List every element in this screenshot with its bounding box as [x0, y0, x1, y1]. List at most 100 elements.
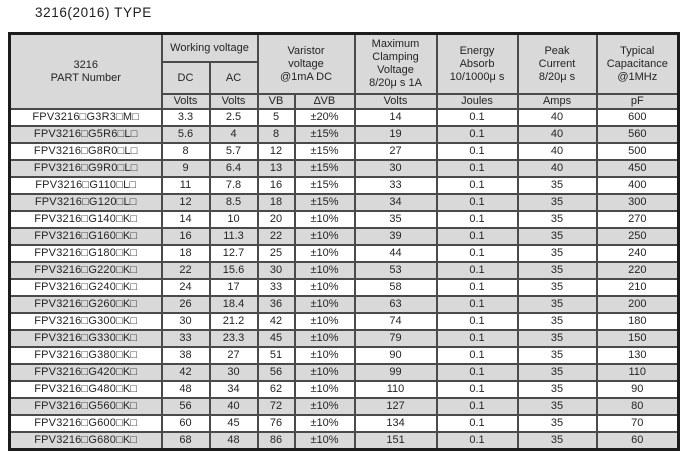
- cell-capacitance-pf: 180: [595, 312, 680, 331]
- table-row: FPV3216□G9R0□L□ 9 6.4 13 ±15% 30 0.1 40 450: [8, 159, 680, 178]
- cell-part-number: FPV3216□G420□K□: [8, 363, 163, 382]
- cell-energy-joules: 0.1: [435, 329, 519, 348]
- cell-energy-joules: 0.1: [435, 397, 519, 416]
- cell-ac-volts: 8.5: [208, 193, 259, 212]
- cell-clamping-volts: 35: [353, 210, 438, 229]
- cell-peak-amps: 40: [516, 108, 598, 127]
- cell-vb: 33: [256, 278, 296, 297]
- cell-dc-volts: 68: [160, 431, 211, 451]
- cell-capacitance-pf: 450: [595, 159, 680, 178]
- cell-ac-volts: 48: [208, 431, 259, 451]
- cell-capacitance-pf: 240: [595, 244, 680, 263]
- cell-capacitance-pf: 500: [595, 142, 680, 161]
- table-row: FPV3216□G240□K□ 24 17 33 ±10% 58 0.1 35 210: [8, 278, 680, 297]
- cell-ac-volts: 6.4: [208, 159, 259, 178]
- cell-clamping-volts: 33: [353, 176, 438, 195]
- cell-energy-joules: 0.1: [435, 295, 519, 314]
- cell-peak-amps: 35: [516, 244, 598, 263]
- cell-ac-volts: 21.2: [208, 312, 259, 331]
- cell-dc-volts: 5.6: [160, 125, 211, 144]
- cell-part-number: FPV3216□G600□K□: [8, 414, 163, 433]
- unit-ac-volts: Volts: [208, 93, 259, 110]
- cell-part-number: FPV3216□G260□K□: [8, 295, 163, 314]
- cell-delta-vb: ±10%: [293, 380, 356, 399]
- cell-peak-amps: 35: [516, 261, 598, 280]
- header-working-voltage: Working voltage: [160, 32, 259, 63]
- cell-dc-volts: 33: [160, 329, 211, 348]
- table-row: FPV3216□G560□K□ 56 40 72 ±10% 127 0.1 35 80: [8, 397, 680, 416]
- cell-delta-vb: ±10%: [293, 227, 356, 246]
- cell-dc-volts: 30: [160, 312, 211, 331]
- cell-peak-amps: 35: [516, 363, 598, 382]
- cell-energy-joules: 0.1: [435, 312, 519, 331]
- unit-pf: pF: [595, 93, 680, 110]
- cell-peak-amps: 35: [516, 329, 598, 348]
- cell-delta-vb: ±15%: [293, 193, 356, 212]
- header-row-units: Volts Volts VB ∆VB Volts Joules Amps pF: [10, 93, 680, 110]
- cell-delta-vb: ±10%: [293, 346, 356, 365]
- cell-part-number: FPV3216□G560□K□: [8, 397, 163, 416]
- table-row: FPV3216□G120□L□ 12 8.5 18 ±15% 34 0.1 35 300: [8, 193, 680, 212]
- cell-capacitance-pf: 220: [595, 261, 680, 280]
- cell-delta-vb: ±10%: [293, 210, 356, 229]
- cell-energy-joules: 0.1: [435, 193, 519, 212]
- cell-clamping-volts: 53: [353, 261, 438, 280]
- cell-vb: 12: [256, 142, 296, 161]
- cell-delta-vb: ±10%: [293, 244, 356, 263]
- cell-clamping-volts: 63: [353, 295, 438, 314]
- cell-clamping-volts: 39: [353, 227, 438, 246]
- cell-ac-volts: 10: [208, 210, 259, 229]
- cell-ac-volts: 4: [208, 125, 259, 144]
- cell-dc-volts: 38: [160, 346, 211, 365]
- cell-part-number: FPV3216□G8R0□L□: [8, 142, 163, 161]
- cell-dc-volts: 8: [160, 142, 211, 161]
- cell-dc-volts: 3.3: [160, 108, 211, 127]
- cell-ac-volts: 18.4: [208, 295, 259, 314]
- cell-peak-amps: 35: [516, 312, 598, 331]
- table-row: FPV3216□G140□K□ 14 10 20 ±10% 35 0.1 35 270: [8, 210, 680, 229]
- cell-clamping-volts: 134: [353, 414, 438, 433]
- cell-vb: 5: [256, 108, 296, 127]
- cell-capacitance-pf: 300: [595, 193, 680, 212]
- cell-clamping-volts: 19: [353, 125, 438, 144]
- header-energy-absorb: Energy Absorb 10/1000μ s: [435, 32, 519, 95]
- cell-delta-vb: ±20%: [293, 108, 356, 127]
- table-row: FPV3216□G600□K□ 60 45 76 ±10% 134 0.1 35 70: [8, 414, 680, 433]
- table-row: FPV3216□G160□K□ 16 11.3 22 ±10% 39 0.1 35 250: [8, 227, 680, 246]
- cell-dc-volts: 22: [160, 261, 211, 280]
- cell-energy-joules: 0.1: [435, 159, 519, 178]
- cell-peak-amps: 35: [516, 176, 598, 195]
- cell-energy-joules: 0.1: [435, 227, 519, 246]
- header-dc: DC: [160, 61, 211, 95]
- cell-energy-joules: 0.1: [435, 125, 519, 144]
- cell-ac-volts: 30: [208, 363, 259, 382]
- cell-dc-volts: 12: [160, 193, 211, 212]
- cell-clamping-volts: 79: [353, 329, 438, 348]
- cell-dc-volts: 18: [160, 244, 211, 263]
- cell-peak-amps: 40: [516, 159, 598, 178]
- cell-peak-amps: 35: [516, 397, 598, 416]
- table-header: 3216 PART Number Working voltage Varisto…: [8, 32, 680, 110]
- table-row: FPV3216□G680□K□ 68 48 86 ±10% 151 0.1 35 60: [8, 431, 680, 451]
- cell-peak-amps: 35: [516, 193, 598, 212]
- unit-clamping-volts: Volts: [353, 93, 438, 110]
- cell-vb: 30: [256, 261, 296, 280]
- cell-energy-joules: 0.1: [435, 431, 519, 451]
- page-title: 3216(2016) TYPE: [35, 5, 152, 20]
- cell-clamping-volts: 151: [353, 431, 438, 451]
- cell-ac-volts: 12.7: [208, 244, 259, 263]
- cell-energy-joules: 0.1: [435, 142, 519, 161]
- cell-vb: 76: [256, 414, 296, 433]
- cell-part-number: FPV3216□G330□K□: [8, 329, 163, 348]
- cell-delta-vb: ±10%: [293, 397, 356, 416]
- cell-clamping-volts: 90: [353, 346, 438, 365]
- table-row: FPV3216□G220□K□ 22 15.6 30 ±10% 53 0.1 35 220: [8, 261, 680, 280]
- header-row-1: 3216 PART Number Working voltage Varisto…: [8, 32, 680, 110]
- cell-part-number: FPV3216□G220□K□: [8, 261, 163, 280]
- cell-part-number: FPV3216□G110□L□: [8, 176, 163, 195]
- cell-part-number: FPV3216□G120□L□: [8, 193, 163, 212]
- cell-part-number: FPV3216□G180□K□: [8, 244, 163, 263]
- cell-vb: 13: [256, 159, 296, 178]
- cell-ac-volts: 34: [208, 380, 259, 399]
- cell-part-number: FPV3216□G160□K□: [8, 227, 163, 246]
